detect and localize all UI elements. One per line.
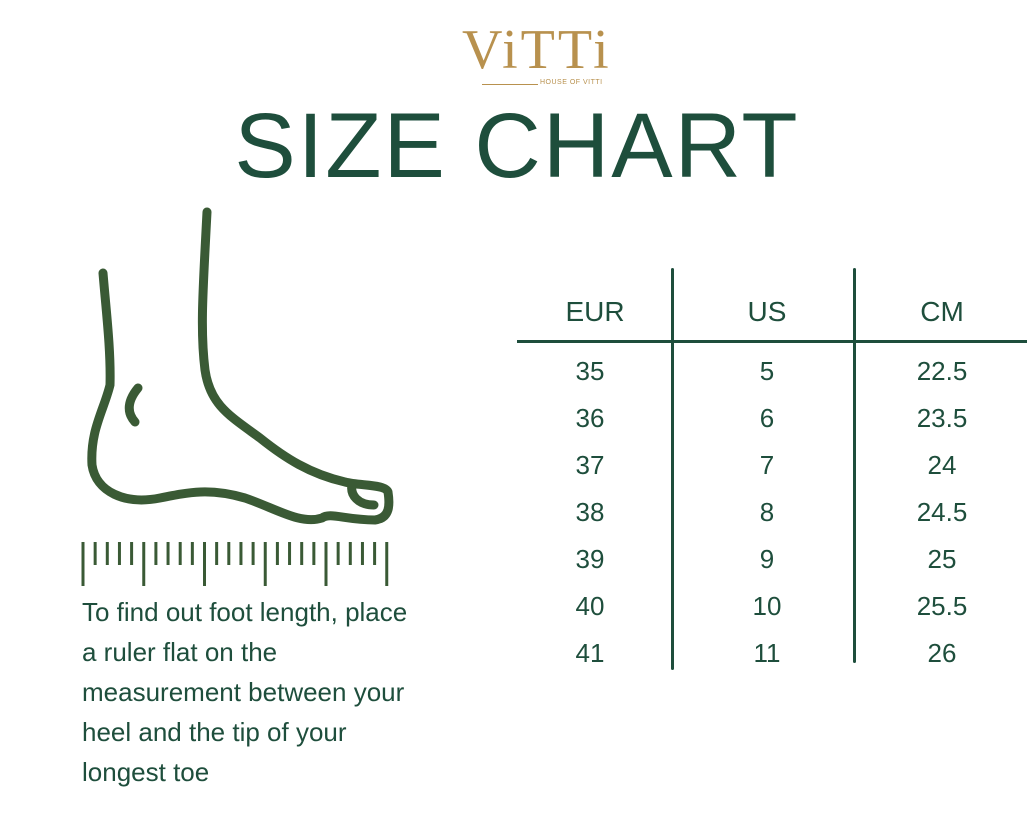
cm-length: 25.5: [916, 591, 968, 621]
cm-length: 23.5: [916, 403, 968, 433]
header-eur: EUR: [565, 296, 625, 327]
cm-length: 24.5: [916, 497, 968, 527]
us-size: 9: [759, 544, 775, 574]
eur-size: 41: [575, 638, 605, 668]
eur-size: 35: [575, 356, 605, 386]
eur-size: 38: [575, 497, 605, 527]
ruler-icon: [81, 542, 389, 586]
measurement-instructions: To find out foot length, place a ruler f…: [82, 597, 408, 787]
header-us: US: [747, 296, 787, 327]
page-title: SIZE CHART: [234, 95, 800, 197]
cm-length: 26: [927, 638, 957, 668]
column-divider: [853, 268, 856, 663]
us-size: 10: [752, 591, 782, 621]
eur-size: 36: [575, 403, 605, 433]
logo-wordmark: ViTTi: [462, 19, 612, 81]
eur-size: 39: [575, 544, 605, 574]
us-size: 8: [759, 497, 775, 527]
us-size: 11: [753, 638, 781, 668]
eur-size: 40: [575, 591, 605, 621]
us-size: 5: [759, 356, 775, 386]
foot-icon: [87, 207, 394, 525]
header-cm: CM: [920, 296, 964, 327]
us-size: 6: [759, 403, 775, 433]
logo-subtitle: HOUSE OF VITTI: [540, 79, 603, 86]
column-divider: [671, 268, 674, 670]
foot-illustration: [81, 207, 394, 586]
cm-length: 24: [927, 450, 957, 480]
cm-length: 25: [927, 544, 957, 574]
logo-divider: [482, 84, 538, 85]
eur-size: 37: [575, 450, 605, 480]
us-size: 7: [759, 450, 775, 480]
header-divider: [517, 340, 1027, 343]
cm-length: 22.5: [916, 356, 968, 386]
